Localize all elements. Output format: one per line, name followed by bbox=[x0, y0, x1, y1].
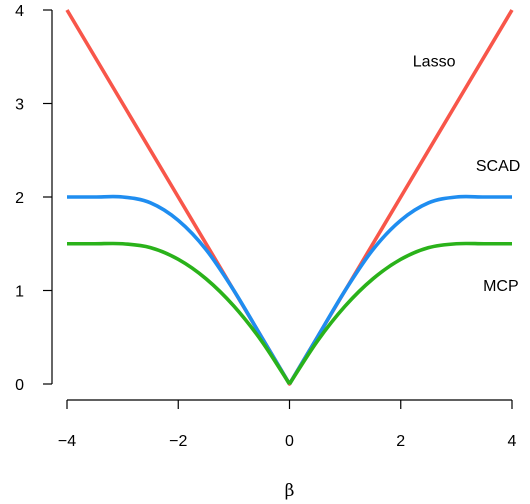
series-line-scad bbox=[67, 194, 512, 385]
annotation-lasso: Lasso bbox=[413, 53, 456, 70]
x-tick-label: 4 bbox=[508, 433, 517, 450]
x-tick-label: −2 bbox=[169, 433, 187, 450]
y-tick-label: 0 bbox=[15, 377, 24, 394]
series-line-mcp bbox=[66, 241, 512, 385]
y-tick-label: 1 bbox=[15, 284, 24, 301]
annotations: Lasso SCAD MCP bbox=[413, 53, 521, 294]
y-tick-label: 4 bbox=[15, 3, 24, 20]
x-axis-label: β bbox=[285, 481, 295, 501]
y-tick-label: 3 bbox=[15, 97, 24, 114]
axes: −4 −2 0 2 4 0 1 2 3 4 bbox=[15, 3, 516, 450]
x-tick-label: −4 bbox=[58, 433, 76, 450]
annotation-mcp: MCP bbox=[483, 278, 519, 295]
annotation-scad: SCAD bbox=[476, 158, 520, 175]
y-tick-label: 2 bbox=[15, 190, 24, 207]
x-tick-label: 0 bbox=[285, 433, 294, 450]
series-layer bbox=[65, 9, 514, 386]
x-tick-label: 2 bbox=[396, 433, 405, 450]
